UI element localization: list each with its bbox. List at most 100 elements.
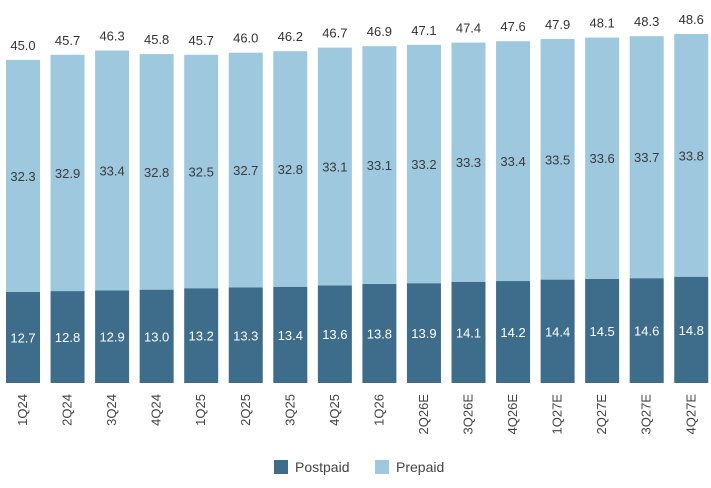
bar-segment-postpaid bbox=[184, 288, 219, 383]
data-label-prepaid: 33.1 bbox=[322, 159, 347, 174]
bar-segment-prepaid bbox=[585, 37, 620, 279]
data-label-postpaid: 13.0 bbox=[144, 329, 169, 344]
bar-segment-prepaid bbox=[362, 46, 397, 284]
bar-segment-postpaid bbox=[585, 278, 620, 383]
bar-segment-postpaid bbox=[139, 289, 174, 383]
bars-layer bbox=[6, 34, 709, 383]
bar-segment-postpaid bbox=[451, 281, 486, 383]
bar-segment-prepaid bbox=[406, 44, 441, 284]
data-label-postpaid: 13.4 bbox=[278, 328, 303, 343]
bar-segment-postpaid bbox=[496, 281, 531, 383]
bar-segment-prepaid bbox=[674, 34, 709, 277]
data-label-prepaid: 32.5 bbox=[189, 165, 214, 180]
data-label-postpaid: 12.9 bbox=[99, 330, 124, 345]
data-label-prepaid: 32.8 bbox=[278, 162, 303, 177]
data-label-postpaid: 14.4 bbox=[545, 324, 570, 339]
total-label: 47.9 bbox=[545, 17, 570, 32]
data-label-prepaid: 32.9 bbox=[55, 166, 80, 181]
bar-segment-prepaid bbox=[50, 54, 85, 292]
bar-segment-prepaid bbox=[540, 39, 575, 280]
data-label-prepaid: 32.3 bbox=[10, 169, 35, 184]
total-label: 47.6 bbox=[500, 19, 525, 34]
legend-label-prepaid: Prepaid bbox=[396, 459, 444, 475]
legend-label-postpaid: Postpaid bbox=[295, 459, 349, 475]
bar-segment-postpaid bbox=[95, 290, 130, 383]
total-label: 46.7 bbox=[322, 26, 347, 41]
x-tick-label: 1Q24 bbox=[15, 394, 30, 426]
x-tick-label: 3Q25 bbox=[282, 394, 297, 426]
bar-segment-prepaid bbox=[139, 54, 174, 290]
data-label-postpaid: 14.8 bbox=[679, 323, 704, 338]
bar-segment-prepaid bbox=[228, 52, 263, 288]
x-tick-label: 4Q24 bbox=[149, 394, 164, 426]
bar-segment-prepaid bbox=[184, 54, 219, 289]
bar-segment-postpaid bbox=[540, 279, 575, 383]
total-label: 47.1 bbox=[411, 23, 436, 38]
legend-swatch-prepaid bbox=[375, 460, 389, 474]
x-axis: 1Q24 2Q24 3Q24 4Q24 1Q25 2Q25 3Q25 4Q25 1Q26 2Q26… bbox=[15, 394, 698, 435]
data-label-prepaid: 33.4 bbox=[99, 163, 124, 178]
data-label-prepaid: 32.7 bbox=[233, 163, 258, 178]
data-label-prepaid: 33.3 bbox=[456, 155, 481, 170]
legend-swatch-postpaid bbox=[274, 460, 288, 474]
data-label-postpaid: 13.3 bbox=[233, 328, 258, 343]
total-label: 48.6 bbox=[679, 12, 704, 27]
x-tick-label: 1Q26 bbox=[371, 394, 386, 426]
x-tick-label: 2Q24 bbox=[60, 394, 75, 426]
data-label-postpaid: 14.2 bbox=[500, 325, 525, 340]
total-label: 45.0 bbox=[10, 38, 35, 53]
x-tick-label: 4Q25 bbox=[327, 394, 342, 426]
total-label: 46.2 bbox=[278, 29, 303, 44]
data-label-postpaid: 13.6 bbox=[322, 327, 347, 342]
x-tick-label: 2Q27E bbox=[594, 394, 609, 435]
data-label-prepaid: 33.6 bbox=[589, 151, 614, 166]
bar-segment-postpaid bbox=[674, 276, 709, 383]
x-tick-label: 3Q26E bbox=[461, 394, 476, 435]
x-tick-label: 1Q25 bbox=[193, 394, 208, 426]
bar-segment-prepaid bbox=[496, 41, 531, 282]
bar-segment-prepaid bbox=[273, 51, 308, 287]
total-label: 48.1 bbox=[589, 16, 614, 31]
data-label-postpaid: 13.8 bbox=[367, 326, 392, 341]
bar-segment-postpaid bbox=[50, 291, 85, 383]
x-tick-label: 3Q27E bbox=[639, 394, 654, 435]
x-tick-label: 4Q26E bbox=[505, 394, 520, 435]
data-label-prepaid: 33.2 bbox=[411, 157, 436, 172]
data-label-prepaid: 33.5 bbox=[545, 152, 570, 167]
data-label-postpaid: 13.2 bbox=[189, 329, 214, 344]
total-label: 45.8 bbox=[144, 32, 169, 47]
bar-segment-prepaid bbox=[451, 42, 486, 282]
data-label-postpaid: 13.9 bbox=[411, 326, 436, 341]
data-label-postpaid: 12.8 bbox=[55, 330, 80, 345]
data-label-prepaid: 32.8 bbox=[144, 165, 169, 180]
total-label: 47.4 bbox=[456, 21, 481, 36]
total-label: 46.3 bbox=[99, 29, 124, 44]
total-label: 46.0 bbox=[233, 31, 258, 46]
total-label: 46.9 bbox=[367, 24, 392, 39]
bar-segment-postpaid bbox=[362, 283, 397, 383]
data-label-prepaid: 33.4 bbox=[500, 154, 525, 169]
data-labels-layer: 12.7 32.3 45.0 12.8 32.9 45.7 12.9 33.4 46.3 13.0… bbox=[10, 12, 704, 345]
data-label-prepaid: 33.7 bbox=[634, 150, 659, 165]
data-label-postpaid: 14.6 bbox=[634, 324, 659, 339]
x-tick-label: 4Q27E bbox=[683, 394, 698, 435]
x-tick-label: 3Q24 bbox=[104, 394, 119, 426]
data-label-postpaid: 14.5 bbox=[589, 324, 614, 339]
data-label-postpaid: 12.7 bbox=[10, 330, 35, 345]
data-label-postpaid: 14.1 bbox=[456, 325, 481, 340]
bar-segment-prepaid bbox=[6, 59, 40, 292]
data-label-prepaid: 33.8 bbox=[679, 148, 704, 163]
bar-segment-postpaid bbox=[317, 285, 352, 383]
total-label: 45.7 bbox=[55, 33, 80, 48]
bar-segment-postpaid bbox=[228, 287, 263, 383]
bar-segment-postpaid bbox=[273, 286, 308, 383]
bar-segment-postpaid bbox=[629, 278, 664, 383]
total-label: 45.7 bbox=[189, 33, 214, 48]
total-label: 48.3 bbox=[634, 14, 659, 29]
x-tick-label: 2Q25 bbox=[238, 394, 253, 426]
bar-segment-prepaid bbox=[317, 47, 352, 286]
x-tick-label: 2Q26E bbox=[416, 394, 431, 435]
x-tick-label: 1Q27E bbox=[550, 394, 565, 435]
